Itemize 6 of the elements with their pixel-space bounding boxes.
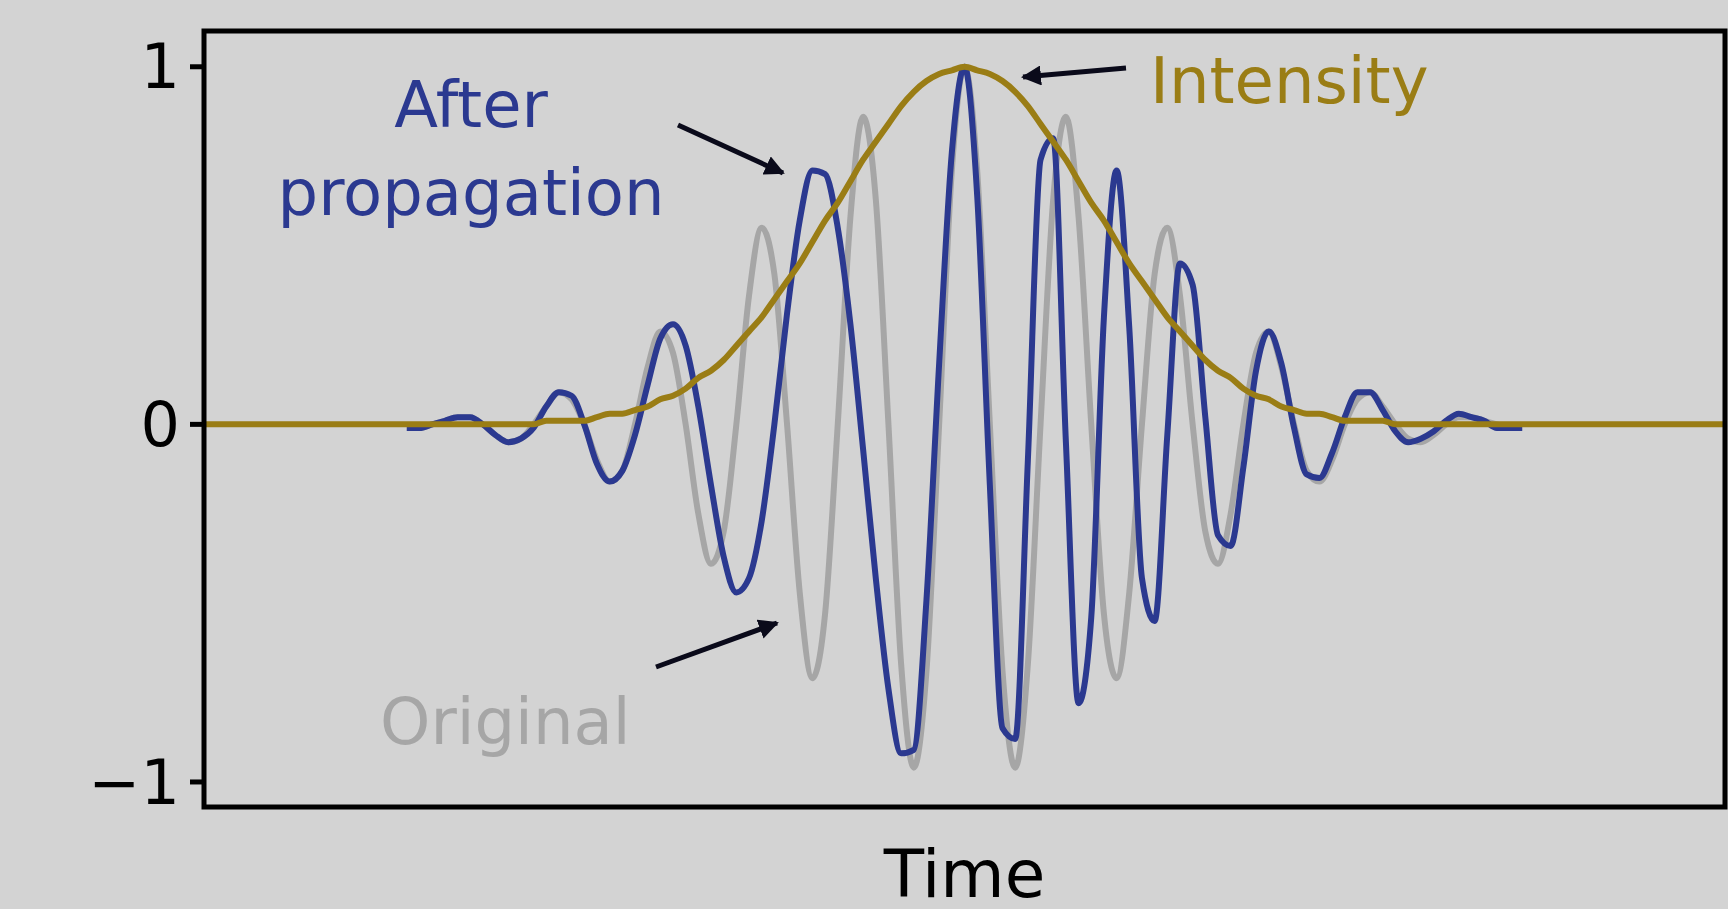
series-label: After propagation [277,68,665,230]
y-tick-label: 1 [140,30,180,104]
y-tick-label: −1 [88,745,180,819]
x-axis-title: Time [882,836,1046,909]
series-label: Intensity [1150,44,1429,118]
y-tick-label: 0 [140,388,180,462]
